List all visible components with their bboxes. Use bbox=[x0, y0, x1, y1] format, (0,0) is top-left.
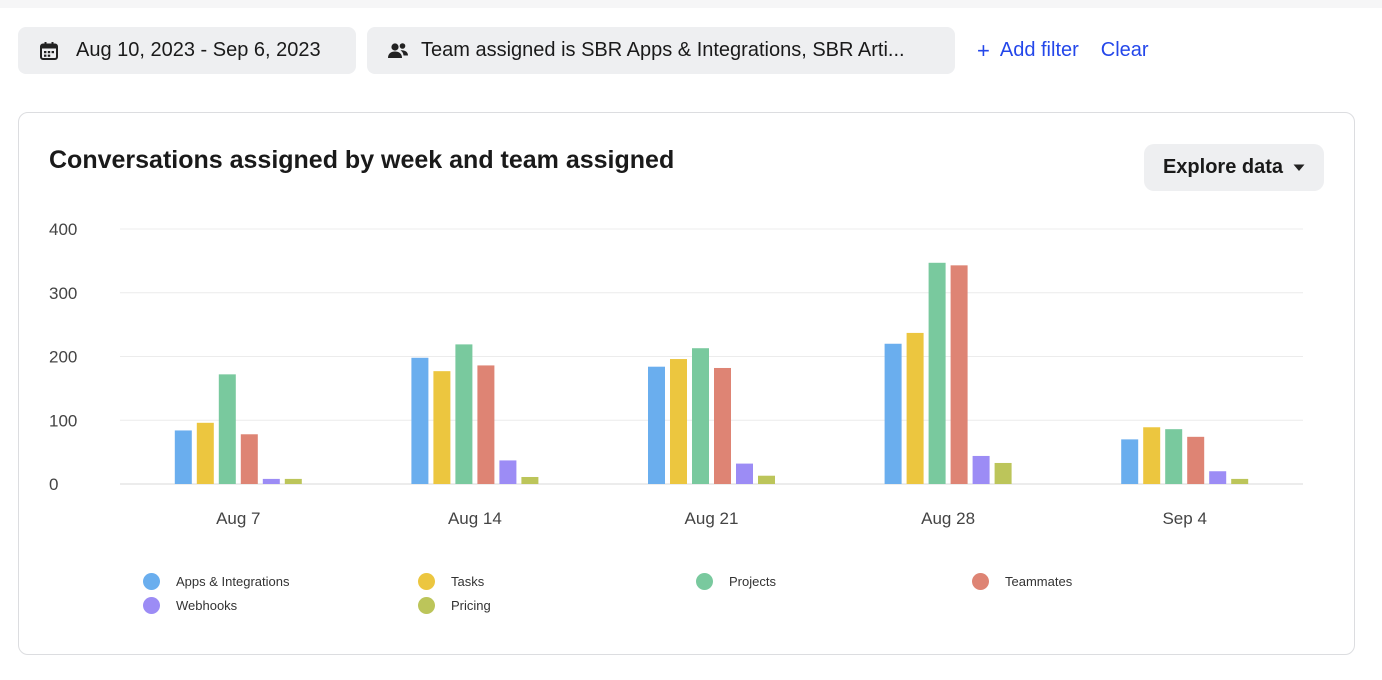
bar[interactable] bbox=[972, 455, 990, 484]
add-filter-button[interactable]: + Add filter bbox=[977, 38, 1079, 64]
clear-button[interactable]: Clear bbox=[1100, 39, 1149, 61]
y-tick-label: 0 bbox=[49, 475, 58, 494]
bar[interactable] bbox=[433, 371, 451, 484]
filter-bar: Aug 10, 2023 - Sep 6, 2023 Team assigned… bbox=[18, 27, 1149, 74]
explore-data-label: Explore data bbox=[1162, 156, 1284, 178]
add-filter-label: Add filter bbox=[999, 39, 1079, 61]
bar[interactable] bbox=[884, 343, 902, 484]
y-tick-label: 100 bbox=[49, 411, 77, 430]
x-tick-label: Aug 14 bbox=[448, 509, 502, 528]
y-tick-label: 400 bbox=[49, 220, 77, 239]
bar[interactable] bbox=[477, 365, 495, 484]
date-range-label: Aug 10, 2023 - Sep 6, 2023 bbox=[76, 39, 321, 61]
bar[interactable] bbox=[1165, 429, 1183, 484]
caret-down-icon bbox=[1293, 164, 1305, 172]
bar[interactable] bbox=[240, 434, 258, 484]
bar[interactable] bbox=[521, 476, 539, 484]
bar[interactable] bbox=[262, 478, 280, 484]
bar[interactable] bbox=[1231, 478, 1249, 484]
bar[interactable] bbox=[714, 367, 731, 484]
bar[interactable] bbox=[994, 462, 1012, 484]
chart-title: Conversations assigned by week and team … bbox=[49, 146, 675, 174]
bar-chart: 0 100 200 300 400 Aug 7 Aug 14 Aug 21 Aug 28 Sep … bbox=[49, 220, 1303, 528]
bar[interactable] bbox=[218, 374, 236, 484]
bar[interactable] bbox=[670, 359, 687, 484]
y-tick-label: 300 bbox=[49, 284, 77, 303]
bar[interactable] bbox=[411, 357, 429, 484]
bar[interactable] bbox=[1187, 436, 1205, 484]
bar[interactable] bbox=[950, 265, 968, 484]
x-tick-label: Sep 4 bbox=[1162, 509, 1206, 528]
top-strip bbox=[0, 0, 1382, 8]
chart-card: Conversations assigned by week and team … bbox=[18, 112, 1355, 655]
bar[interactable] bbox=[1143, 427, 1161, 484]
bar[interactable] bbox=[736, 463, 753, 484]
bar[interactable] bbox=[455, 344, 473, 484]
people-icon bbox=[387, 40, 409, 62]
bar[interactable] bbox=[1121, 439, 1139, 484]
bar[interactable] bbox=[692, 348, 709, 484]
bar[interactable] bbox=[648, 366, 665, 484]
bar[interactable] bbox=[196, 422, 214, 484]
date-range-filter[interactable]: Aug 10, 2023 - Sep 6, 2023 bbox=[18, 27, 356, 74]
y-tick-label: 200 bbox=[49, 348, 77, 367]
plus-icon: + bbox=[977, 37, 990, 63]
x-tick-label: Aug 21 bbox=[685, 509, 739, 528]
bar[interactable] bbox=[906, 332, 924, 484]
bar[interactable] bbox=[928, 262, 946, 484]
bar[interactable] bbox=[499, 460, 517, 484]
x-tick-label: Aug 7 bbox=[216, 509, 260, 528]
team-assigned-filter[interactable]: Team assigned is SBR Apps & Integrations… bbox=[367, 27, 955, 74]
bar[interactable] bbox=[174, 430, 192, 484]
calendar-icon bbox=[38, 40, 60, 62]
explore-data-button[interactable]: Explore data bbox=[1144, 144, 1324, 191]
bar[interactable] bbox=[1209, 471, 1227, 484]
bar[interactable] bbox=[758, 475, 775, 484]
bar[interactable] bbox=[284, 478, 302, 484]
team-filter-label: Team assigned is SBR Apps & Integrations… bbox=[421, 39, 905, 61]
x-tick-label: Aug 28 bbox=[921, 509, 975, 528]
